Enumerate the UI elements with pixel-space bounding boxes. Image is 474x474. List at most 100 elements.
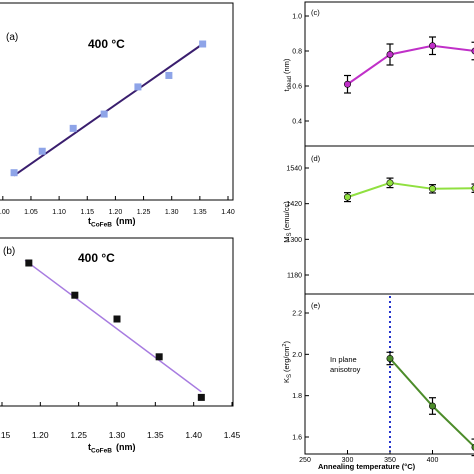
- panel-b-data-point: [71, 291, 79, 299]
- panel-c-y-axis-subscript: dead: [287, 76, 293, 89]
- panel-e-y-axis-subscript: S: [287, 374, 293, 378]
- panel-d-y-axis-unit: (emu/cc): [282, 201, 291, 231]
- panel-a-x-ticks: 1.00 1.05 1.10 1.15 1.20 1.25 1.30 1.35 1.40: [0, 196, 235, 216]
- panel-c-y-axis-unit: (nm): [282, 58, 291, 74]
- panel-a: (a) 400 °C 1.001.051.101.151.201.251.301…: [0, 2, 235, 229]
- panel-e-y-ticks: 2.2 2.0 1.8 1.6: [292, 311, 309, 442]
- panel-d-y-ticks: 1540 1420 1300 1180: [286, 166, 309, 280]
- panel-a-data-point: [38, 147, 46, 155]
- panel-a-x-axis-title: tCoFeB (nm): [88, 216, 135, 229]
- panel-d-y-tick-label: 1420: [286, 201, 302, 208]
- panel-d-data-point: [343, 193, 351, 201]
- panel-d-y-tick-label: 1180: [287, 273, 302, 280]
- panel-c-frame: [304, 1, 474, 147]
- panel-b-x-tick-label: 1.20: [32, 430, 49, 440]
- panel-b-x-axis-unit: (nm): [116, 442, 136, 452]
- panel-c-data-point: [471, 47, 474, 55]
- panel-c-y-axis-title: tdead (nm): [282, 58, 293, 91]
- panel-b-data-point: [155, 353, 163, 361]
- panel-b-data-point: [113, 315, 121, 323]
- panel-c-series-line: [346, 44, 474, 86]
- panel-a-points: [10, 40, 207, 177]
- panel-a-x-axis-unit: (nm): [116, 216, 136, 226]
- panel-e-y-tick-label: 2.0: [292, 352, 302, 359]
- panel-c-y-tick-label: 1.0: [292, 14, 302, 21]
- panel-a-data-point: [165, 71, 173, 79]
- panel-a-data-point: [10, 169, 18, 177]
- panel-a-data-point: [100, 110, 108, 118]
- panel-b-data-point: [25, 259, 33, 267]
- panel-e-data-point: [471, 443, 474, 451]
- panel-c-y-axis-symbol: t: [282, 88, 291, 91]
- panel-e-x-tick-label: 350: [384, 457, 396, 464]
- panel-e-data-point: [428, 402, 436, 410]
- panel-a-x-axis-symbol: t: [88, 216, 91, 226]
- panel-e-y-axis-close: ): [282, 340, 291, 343]
- panel-c-y-tick-label: 0.4: [292, 119, 302, 126]
- panel-a-data-point: [69, 124, 77, 132]
- panel-b-x-tick-label: 1.45: [224, 430, 241, 440]
- panel-a-x-tick-label: 1.25: [137, 209, 151, 216]
- panel-c-data-point: [386, 50, 394, 58]
- panel-e-x-axis-title: Annealing temperature (°C): [318, 462, 416, 471]
- panel-a-x-tick-label: 1.40: [221, 209, 235, 216]
- panel-d-data-point: [386, 179, 394, 187]
- panel-d-series: [343, 177, 474, 203]
- panel-b-x-tick-label: 1.30: [109, 430, 126, 440]
- panel-b-frame: [0, 237, 234, 407]
- panel-d-label: (d): [311, 154, 321, 163]
- panel-d-y-tick-label: 1540: [286, 166, 302, 173]
- panel-b-x-axis-symbol: t: [88, 442, 91, 452]
- panel-e-y-axis-superscript: 2: [282, 343, 288, 346]
- panel-e-y-axis-unit: (erg/cm: [282, 347, 291, 372]
- panel-e-annotation-line-2: anisotroy: [330, 365, 361, 374]
- panel-b-points: [25, 259, 205, 401]
- panel-a-data-point: [199, 40, 207, 48]
- panel-a-x-tick-label: 1.10: [52, 209, 66, 216]
- panel-d-series-line: [347, 181, 474, 199]
- panel-a-data-point: [134, 83, 142, 91]
- panel-a-x-tick-label: 1.20: [109, 209, 123, 216]
- panel-d-y-axis-title: MS(emu/cc): [282, 201, 293, 243]
- panel-d-y-tick-label: 1300: [286, 237, 302, 244]
- panel-a-fit-line-segment: [13, 43, 204, 177]
- panel-e-series: [386, 351, 474, 457]
- panel-b-x-ticks: 1.15 1.20 1.25 1.30 1.35 1.40 1.45: [0, 402, 241, 440]
- panel-e-x-tick-label: 400: [427, 457, 439, 464]
- panel-c-y-tick-label: 0.6: [292, 84, 302, 91]
- panel-b-data-point: [197, 393, 205, 401]
- panel-e-x-tick-label: 300: [342, 457, 354, 464]
- panel-c-y-tick-label: 0.8: [292, 49, 302, 56]
- panel-b-x-tick-label: 1.15: [0, 430, 11, 440]
- panel-b-x-axis-subscript: CoFeB: [91, 448, 112, 455]
- panel-d-frame: [304, 145, 474, 295]
- panel-a-temperature-note: 400 °C: [88, 37, 125, 51]
- panel-a-x-tick-label: 1.15: [80, 209, 94, 216]
- panel-e-y-axis-title: KS (erg/cm2): [282, 340, 293, 383]
- panel-b-x-tick-label: 1.35: [147, 430, 164, 440]
- panel-a-x-tick-label: 1.30: [165, 209, 179, 216]
- panel-a-fit-line: [13, 43, 204, 177]
- panel-e-y-tick-label: 1.8: [292, 393, 302, 400]
- panel-d-data-point: [471, 184, 474, 192]
- panel-b-x-axis-title: tCoFeB (nm): [88, 442, 135, 455]
- panel-e-annotation-line-1: In plane: [330, 355, 357, 364]
- panel-d-data-point: [428, 185, 436, 193]
- panel-a-x-tick-label: 1.00: [0, 209, 10, 216]
- panel-b-temperature-note: 400 °C: [78, 251, 115, 265]
- panel-c-series: [343, 36, 474, 94]
- panel-c-label: (c): [311, 8, 320, 17]
- panel-d-y-axis-subscript: S: [287, 232, 293, 236]
- panel-e-data-point: [386, 354, 394, 362]
- panel-a-x-axis-subscript: CoFeB: [91, 222, 112, 229]
- panel-b-fit-line-segment: [24, 259, 202, 393]
- panel-b-fit-line: [24, 259, 202, 393]
- panel-e-y-tick-label: 2.2: [292, 311, 302, 318]
- panel-c-data-point: [343, 80, 351, 88]
- panel-d-y-axis-symbol: M: [282, 236, 291, 242]
- panel-c-data-point: [428, 42, 436, 50]
- panel-a-x-tick-label: 1.35: [193, 209, 207, 216]
- panel-b-x-tick-label: 1.40: [185, 430, 202, 440]
- panel-e-y-tick-label: 1.6: [292, 435, 302, 442]
